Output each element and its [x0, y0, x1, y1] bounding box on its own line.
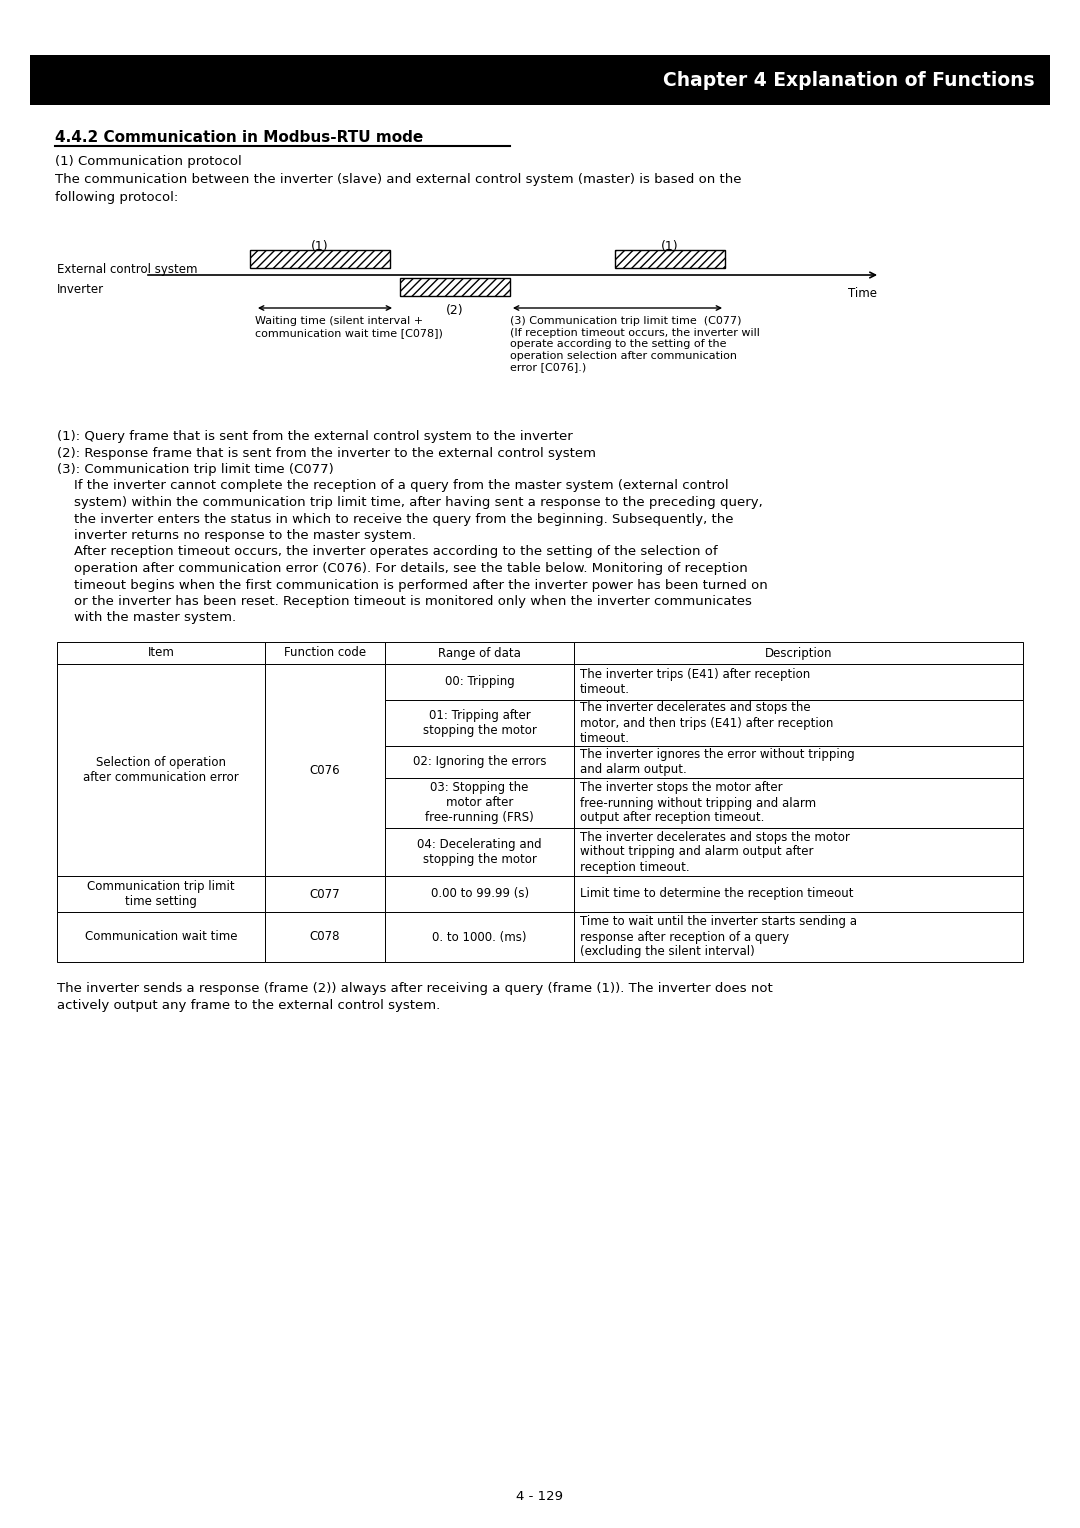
Bar	[386, 828, 573, 876]
Bar	[615, 251, 725, 267]
Text: Function code: Function code	[284, 646, 366, 660]
Text: External control system: External control system	[57, 263, 198, 277]
Bar	[57, 912, 265, 963]
Bar	[573, 778, 1023, 828]
Text: The inverter trips (E41) after reception
timeout.: The inverter trips (E41) after reception…	[580, 668, 810, 695]
Text: timeout begins when the first communication is performed after the inverter powe: timeout begins when the first communicat…	[57, 579, 768, 591]
Bar	[265, 912, 386, 963]
Text: 02: Ignoring the errors: 02: Ignoring the errors	[413, 755, 546, 769]
Text: (2): Response frame that is sent from the inverter to the external control syste: (2): Response frame that is sent from th…	[57, 446, 596, 460]
Text: with the master system.: with the master system.	[57, 611, 237, 625]
Bar	[386, 665, 573, 700]
Text: Waiting time (silent interval +
communication wait time [C078]): Waiting time (silent interval + communic…	[255, 316, 443, 338]
Text: If the inverter cannot complete the reception of a query from the master system : If the inverter cannot complete the rece…	[57, 480, 729, 492]
Bar	[265, 642, 386, 665]
Bar	[57, 642, 265, 665]
Text: or the inverter has been reset. Reception timeout is monitored only when the inv: or the inverter has been reset. Receptio…	[57, 594, 752, 608]
Text: Inverter: Inverter	[57, 283, 104, 296]
Text: Chapter 4 Explanation of Functions: Chapter 4 Explanation of Functions	[663, 70, 1035, 90]
Text: The inverter ignores the error without tripping
and alarm output.: The inverter ignores the error without t…	[580, 749, 854, 776]
Text: inverter returns no response to the master system.: inverter returns no response to the mast…	[57, 529, 416, 542]
Text: (1): Query frame that is sent from the external control system to the inverter: (1): Query frame that is sent from the e…	[57, 429, 572, 443]
Text: Description: Description	[765, 646, 833, 660]
Text: Limit time to determine the reception timeout: Limit time to determine the reception ti…	[580, 888, 853, 900]
Bar	[573, 828, 1023, 876]
Text: Item: Item	[147, 646, 174, 660]
Text: 04: Decelerating and
stopping the motor: 04: Decelerating and stopping the motor	[417, 837, 542, 866]
Bar	[573, 665, 1023, 700]
Text: Time to wait until the inverter starts sending a
response after reception of a q: Time to wait until the inverter starts s…	[580, 915, 856, 958]
Text: actively output any frame to the external control system.: actively output any frame to the externa…	[57, 998, 441, 1012]
Bar	[386, 746, 573, 778]
Text: the inverter enters the status in which to receive the query from the beginning.: the inverter enters the status in which …	[57, 512, 733, 526]
Text: 00: Tripping: 00: Tripping	[445, 675, 514, 689]
Bar	[386, 642, 573, 665]
Bar	[573, 912, 1023, 963]
Bar	[386, 700, 573, 746]
Bar	[265, 876, 386, 912]
Bar	[57, 876, 265, 912]
Text: The communication between the inverter (slave) and external control system (mast: The communication between the inverter (…	[55, 173, 742, 186]
Bar	[573, 746, 1023, 778]
Text: 4 - 129: 4 - 129	[516, 1490, 564, 1504]
Text: 0.00 to 99.99 (s): 0.00 to 99.99 (s)	[431, 888, 529, 900]
Text: After reception timeout occurs, the inverter operates according to the setting o: After reception timeout occurs, the inve…	[57, 545, 717, 559]
Bar	[57, 665, 265, 876]
Text: (3): Communication trip limit time (C077): (3): Communication trip limit time (C077…	[57, 463, 334, 477]
Text: Selection of operation
after communication error: Selection of operation after communicati…	[83, 756, 239, 784]
Text: operation after communication error (C076). For details, see the table below. Mo: operation after communication error (C07…	[57, 562, 747, 575]
Text: Time: Time	[848, 287, 877, 299]
Text: 03: Stopping the
motor after
free-running (FRS): 03: Stopping the motor after free-runnin…	[426, 781, 534, 825]
Text: following protocol:: following protocol:	[55, 191, 178, 205]
Bar	[30, 55, 1050, 105]
Text: (1): (1)	[311, 240, 328, 254]
Text: The inverter sends a response (frame (2)) always after receiving a query (frame : The inverter sends a response (frame (2)…	[57, 983, 773, 995]
Text: 4.4.2 Communication in Modbus-RTU mode: 4.4.2 Communication in Modbus-RTU mode	[55, 130, 423, 145]
Bar	[573, 700, 1023, 746]
Text: Communication wait time: Communication wait time	[84, 931, 238, 943]
Text: (1): (1)	[661, 240, 679, 254]
Text: The inverter decelerates and stops the motor
without tripping and alarm output a: The inverter decelerates and stops the m…	[580, 831, 850, 874]
Text: C077: C077	[310, 888, 340, 900]
Bar	[573, 642, 1023, 665]
Bar	[400, 278, 510, 296]
Text: 0. to 1000. (ms): 0. to 1000. (ms)	[432, 931, 527, 943]
Text: Communication trip limit
time setting: Communication trip limit time setting	[87, 880, 234, 908]
Text: (2): (2)	[446, 304, 463, 316]
Text: (1) Communication protocol: (1) Communication protocol	[55, 154, 242, 168]
Bar	[265, 665, 386, 876]
Text: system) within the communication trip limit time, after having sent a response t: system) within the communication trip li…	[57, 497, 762, 509]
Text: 01: Tripping after
stopping the motor: 01: Tripping after stopping the motor	[422, 709, 537, 736]
Bar	[386, 876, 573, 912]
Bar	[386, 912, 573, 963]
Text: Range of data: Range of data	[438, 646, 521, 660]
Text: The inverter stops the motor after
free-running without tripping and alarm
outpu: The inverter stops the motor after free-…	[580, 781, 815, 825]
Text: C076: C076	[310, 764, 340, 776]
Text: The inverter decelerates and stops the
motor, and then trips (E41) after recepti: The inverter decelerates and stops the m…	[580, 701, 833, 744]
Text: (3) Communication trip limit time  (C077)
(If reception timeout occurs, the inve: (3) Communication trip limit time (C077)…	[510, 316, 760, 373]
Bar	[573, 876, 1023, 912]
Bar	[386, 778, 573, 828]
Text: C078: C078	[310, 931, 340, 943]
Bar	[249, 251, 390, 267]
